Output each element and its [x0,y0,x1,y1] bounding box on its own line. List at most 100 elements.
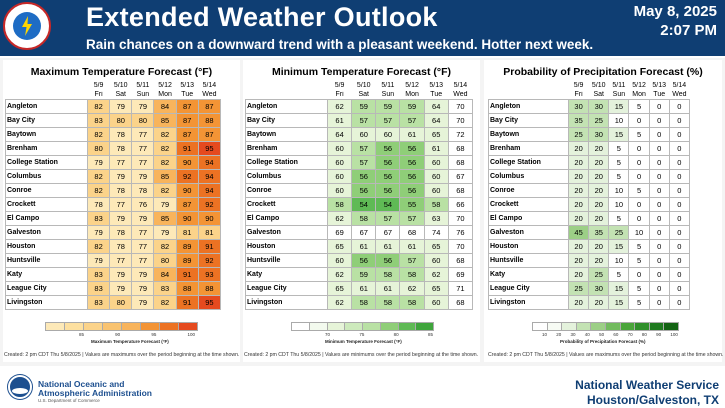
table-row: College Station 60 57 56 56 60 68 [245,155,474,170]
header-banner: Extended Weather Outlook Rain chances on… [0,0,725,58]
pop-table: 5/9 5/10 5/11 5/12 5/13 5/14 Fri Sat Sun Mon Tue We… [488,82,691,310]
legend-swatch [178,322,198,331]
forecast-value-cell: 54 [351,197,377,212]
forecast-value-cell: 0 [668,295,691,310]
forecast-value-cell: 58 [351,211,377,226]
forecast-value-cell: 91 [175,141,199,156]
forecast-value-cell: 62 [399,281,425,296]
city-name: El Campo [5,211,88,226]
page-subtitle: Rain chances on a downward trend with a … [86,37,594,52]
city-name: Galveston [488,225,569,240]
day-header: Tue [181,90,194,98]
forecast-value-cell: 0 [668,197,691,212]
legend-tick-label: 50 [599,332,605,337]
date-header: 5/11 [381,82,395,89]
table-row: Brenham 60 57 56 56 61 68 [245,141,474,156]
forecast-value-cell: 60 [351,127,377,142]
forecast-value-cell: 89 [175,253,199,268]
forecast-value-cell: 79 [131,99,155,114]
legend-swatch [415,322,434,331]
legend-tick-label: 30 [570,332,576,337]
forecast-value-cell: 82 [153,295,177,310]
forecast-value-cell: 0 [628,113,650,128]
day-header: Fri [335,90,344,98]
forecast-value-cell: 5 [608,211,630,226]
forecast-value-cell: 57 [399,253,425,268]
table-row: Angleton 62 59 59 59 64 70 [245,99,474,114]
forecast-value-cell: 58 [399,295,425,310]
forecast-value-cell: 54 [375,197,401,212]
page-title: Extended Weather Outlook [86,2,438,32]
forecast-value-cell: 77 [131,253,155,268]
forecast-value-cell: 59 [399,99,425,114]
header-blank [246,91,328,100]
forecast-value-cell: 5 [608,141,630,156]
forecast-value-cell: 20 [588,141,610,156]
date-header: 5/10 [113,82,128,89]
forecast-value-cell: 25 [588,113,610,128]
header-blank [6,82,88,91]
forecast-value-cell: 60 [423,295,449,310]
table-row: Crockett 78 77 76 79 87 92 [5,197,222,212]
forecast-value-cell: 77 [109,197,133,212]
forecast-value-cell: 80 [109,113,133,128]
day-header: Wed [453,90,468,98]
forecast-value-cell: 25 [588,267,610,282]
legend-tick-label: 70 [325,332,331,337]
forecast-value-cell: 62 [326,99,353,114]
forecast-value-cell: 78 [109,225,133,240]
forecast-value-cell: 57 [375,113,401,128]
forecast-value-cell: 10 [608,197,630,212]
forecast-value-cell: 30 [588,281,610,296]
table-row: Houston 20 20 15 5 0 0 [488,239,691,254]
forecast-value-cell: 79 [131,267,155,282]
table-row: Crockett 58 54 54 55 58 66 [245,197,474,212]
forecast-value-cell: 15 [608,99,630,114]
forecast-value-cell: 30 [567,99,590,114]
forecast-value-cell: 56 [375,155,401,170]
forecast-value-cell: 94 [197,155,222,170]
date-header-row: 5/9 5/10 5/11 5/12 5/13 5/14 [246,82,473,91]
city-name: Huntsville [245,253,328,268]
pop-panel: Probability of Precipitation Forecast (%… [484,60,724,362]
forecast-value-cell: 61 [351,239,377,254]
forecast-value-cell: 79 [131,281,155,296]
forecast-value-cell: 72 [447,127,474,142]
min-temp-title: Minimum Temperature Forecast (°F) [271,66,452,78]
city-name: Bay City [245,113,328,128]
city-name: Huntsville [488,253,569,268]
forecast-value-cell: 0 [648,225,670,240]
forecast-value-cell: 61 [399,127,425,142]
forecast-value-cell: 82 [153,239,177,254]
forecast-value-cell: 82 [86,99,111,114]
forecast-value-cell: 0 [628,155,650,170]
forecast-value-cell: 0 [668,267,691,282]
table-row: Conroe 82 78 78 82 90 94 [5,183,222,198]
forecast-value-cell: 91 [197,239,222,254]
city-name: Livingston [245,295,328,310]
forecast-value-cell: 5 [608,155,630,170]
forecast-value-cell: 77 [109,155,133,170]
header-blank [6,91,88,100]
table-row: College Station 79 77 77 82 90 94 [5,155,222,170]
city-name: Katy [245,267,328,282]
forecast-value-cell: 5 [628,281,650,296]
city-name: College Station [245,155,328,170]
table-row: Huntsville 60 56 56 57 60 68 [245,253,474,268]
forecast-value-cell: 62 [326,267,353,282]
nws-office-name: National Weather Service [575,378,719,392]
forecast-value-cell: 90 [175,211,199,226]
forecast-value-cell: 87 [175,113,199,128]
forecast-value-cell: 10 [608,183,630,198]
forecast-value-cell: 0 [668,127,691,142]
forecast-value-cell: 65 [326,239,353,254]
noaa-name-line1: National Oceanic and [38,379,125,389]
city-name: Livingston [488,295,569,310]
forecast-value-cell: 83 [86,113,111,128]
forecast-value-cell: 79 [86,155,111,170]
forecast-value-cell: 60 [423,155,449,170]
forecast-value-cell: 82 [86,169,111,184]
city-name: Galveston [245,225,328,240]
table-row: Houston 65 61 61 61 65 70 [245,239,474,254]
forecast-value-cell: 58 [375,267,401,282]
